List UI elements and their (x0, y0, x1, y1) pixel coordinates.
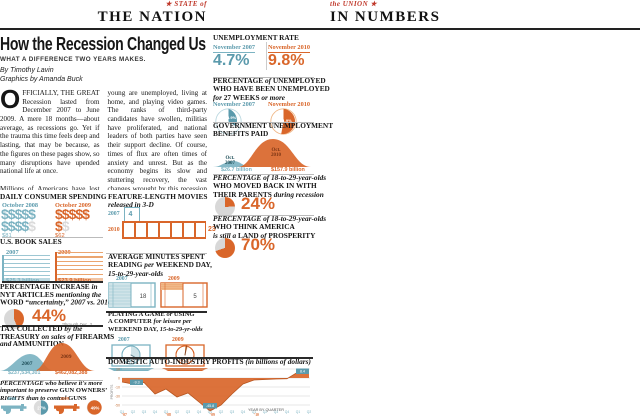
svg-text:-50: -50 (115, 404, 120, 408)
svg-text:Q3: Q3 (230, 410, 235, 414)
svg-text:-10: -10 (115, 386, 120, 390)
svg-text:Oct.2007: Oct. 2007 (225, 156, 236, 166)
svg-text:Q2: Q2 (175, 410, 180, 414)
svg-text:Q2: Q2 (131, 410, 136, 414)
svg-text:18.9%: 18.9% (225, 115, 237, 120)
svg-text:27%: 27% (37, 406, 46, 411)
svg-text:-9.3: -9.3 (133, 381, 139, 385)
svg-text:Oct.2010: Oct. 2010 (271, 148, 282, 158)
svg-text:Q4: Q4 (285, 410, 290, 414)
svg-text:8.4: 8.4 (300, 370, 305, 374)
svg-text:Q2: Q2 (307, 410, 312, 414)
svg-text:10: 10 (116, 368, 120, 372)
svg-text:2009: 2009 (61, 354, 72, 360)
svg-text:-45.8: -45.8 (206, 404, 214, 408)
svg-text:2007: 2007 (22, 361, 33, 367)
svg-text:Q4: Q4 (153, 410, 158, 414)
svg-text:0: 0 (118, 377, 120, 381)
svg-text:18: 18 (140, 294, 147, 300)
svg-text:Q4: Q4 (241, 410, 246, 414)
svg-text:-30: -30 (115, 395, 120, 399)
svg-text:Q2: Q2 (219, 410, 224, 414)
svg-text:YEAR BY QUARTER: YEAR BY QUARTER (248, 408, 284, 412)
svg-text:49%: 49% (91, 406, 100, 411)
svg-text:Q1: Q1 (296, 410, 301, 414)
svg-text:Q4: Q4 (197, 410, 202, 414)
svg-text:Q3: Q3 (142, 410, 147, 414)
svg-text:Q3: Q3 (186, 410, 191, 414)
svg-text:PROFITS: PROFITS (110, 384, 114, 399)
